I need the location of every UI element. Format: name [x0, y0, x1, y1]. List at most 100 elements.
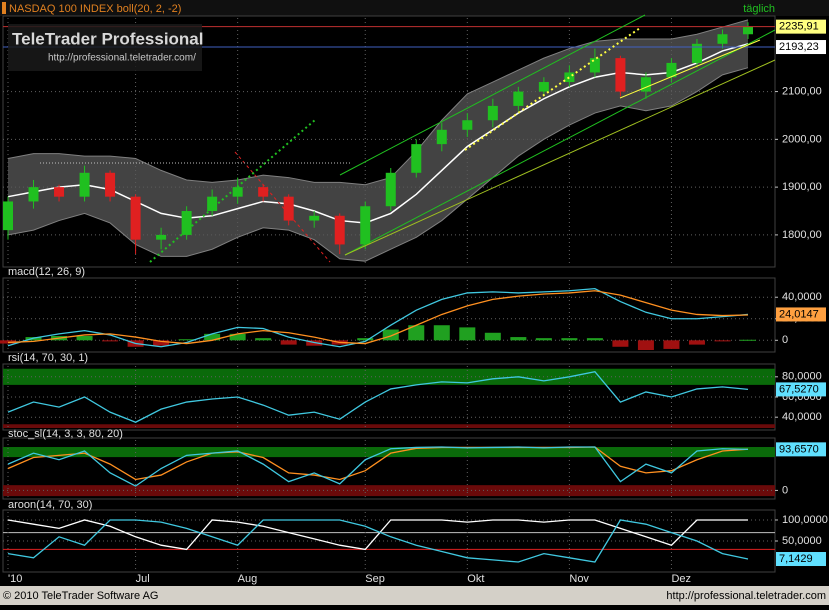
candle-body — [538, 82, 549, 92]
last-value-box — [776, 442, 826, 457]
panel-title: macd(12, 26, 9) — [8, 266, 85, 278]
y-tick-label: 50,0000 — [782, 535, 822, 547]
indicator-line — [7, 519, 748, 551]
panel-title: stoc_sl(14, 3, 3, 80, 20) — [8, 428, 123, 440]
candle-body — [232, 187, 243, 197]
histogram-bar — [76, 336, 93, 341]
histogram-bar — [178, 339, 195, 341]
trend-line — [149, 119, 316, 263]
last-value-box — [776, 552, 826, 567]
candle-body — [79, 172, 90, 197]
logo-title: TeleTrader Professional — [12, 29, 203, 48]
candle-body — [156, 234, 167, 240]
candle-body — [105, 172, 116, 197]
candle-body — [207, 196, 218, 212]
candle-body — [640, 77, 651, 92]
x-tick-label: Jul — [136, 573, 150, 585]
candle-body — [462, 120, 473, 130]
candle-body — [3, 201, 13, 231]
footer-bar — [0, 586, 829, 605]
y-tick-label: 1900,00 — [782, 181, 822, 193]
indicator-line — [7, 446, 749, 481]
histogram-bar — [637, 340, 654, 350]
histogram-bar — [433, 325, 450, 341]
candle-body — [309, 215, 320, 221]
panel-title: aroon(14, 70, 30) — [8, 499, 92, 511]
last-value-box — [776, 40, 826, 55]
y-tick-label: 0 — [782, 484, 788, 496]
candle-body — [691, 43, 702, 63]
histogram-bar — [382, 329, 399, 341]
indicator-line — [7, 446, 749, 487]
histogram-bar — [357, 338, 374, 341]
histogram-bar — [484, 332, 501, 341]
indicator-line — [7, 371, 749, 423]
x-tick-label: Nov — [569, 573, 589, 585]
indicator-line — [7, 287, 749, 348]
title-bar — [0, 0, 829, 16]
trend-line — [234, 151, 331, 263]
last-value-label: 93,6570 — [779, 443, 819, 455]
footer-url[interactable]: http://professional.teletrader.com — [666, 590, 826, 602]
x-tick-label: Dez — [671, 573, 691, 585]
title-icon — [2, 2, 6, 14]
histogram-bar — [740, 339, 756, 341]
candle-body — [334, 215, 345, 245]
x-tick-label: '10 — [8, 573, 22, 585]
candle-body — [743, 26, 753, 35]
y-tick-label: 0 — [782, 334, 788, 346]
y-tick-label: 100,0000 — [782, 514, 828, 526]
trend-line — [619, 39, 761, 99]
panels: 1800,00 1900,00 2000,00 2100,00 2235,91 2193,… — [0, 15, 828, 585]
histogram-bar — [229, 333, 246, 341]
histogram-bar — [612, 340, 629, 347]
zone — [3, 447, 775, 458]
zone — [3, 485, 775, 497]
trend-line — [344, 59, 776, 256]
candle-body — [513, 91, 524, 106]
zone — [3, 368, 775, 385]
histogram-bar — [280, 340, 297, 345]
candle-body — [589, 58, 600, 73]
trend-line — [464, 27, 641, 151]
candle-body — [181, 211, 192, 235]
candle-body — [258, 187, 269, 197]
y-tick-label: 2100,00 — [782, 85, 822, 97]
y-tick-label: 1800,00 — [782, 229, 822, 241]
bollinger-lower — [7, 67, 749, 262]
histogram-bar — [408, 325, 425, 341]
trend-line — [344, 29, 776, 256]
last-value-label: 7,1429 — [779, 553, 813, 565]
candle-body — [130, 196, 141, 240]
last-value-box — [776, 19, 826, 34]
y-tick-label: 80,0000 — [782, 371, 822, 383]
copyright: © 2010 TeleTrader Software AG — [3, 590, 158, 602]
indicator-line — [7, 519, 749, 563]
candle-body — [385, 172, 396, 207]
histogram-bar — [688, 340, 705, 345]
histogram-bar — [102, 340, 119, 342]
last-value-box — [776, 307, 826, 322]
candle-body — [436, 129, 447, 145]
candle-body — [615, 58, 626, 92]
last-value-label: 2193,23 — [779, 41, 819, 53]
period: täglich — [743, 3, 775, 15]
trend-lines — [40, 14, 776, 263]
candle-body — [411, 144, 422, 173]
x-tick-label: Sep — [365, 573, 385, 585]
histogram-bar — [459, 327, 476, 341]
last-value-box — [776, 382, 826, 397]
histogram-bar — [153, 340, 170, 346]
bollinger-upper — [7, 19, 749, 186]
logo-box — [8, 24, 202, 71]
y-tick-label: 40,0000 — [782, 291, 822, 303]
y-tick-label: 40,0000 — [782, 411, 822, 423]
candle-body — [54, 187, 65, 197]
histogram-bar — [535, 338, 552, 341]
trend-line — [339, 14, 646, 176]
histogram-bar — [586, 338, 603, 341]
histogram-bar — [561, 338, 578, 341]
candle-body — [28, 187, 39, 202]
